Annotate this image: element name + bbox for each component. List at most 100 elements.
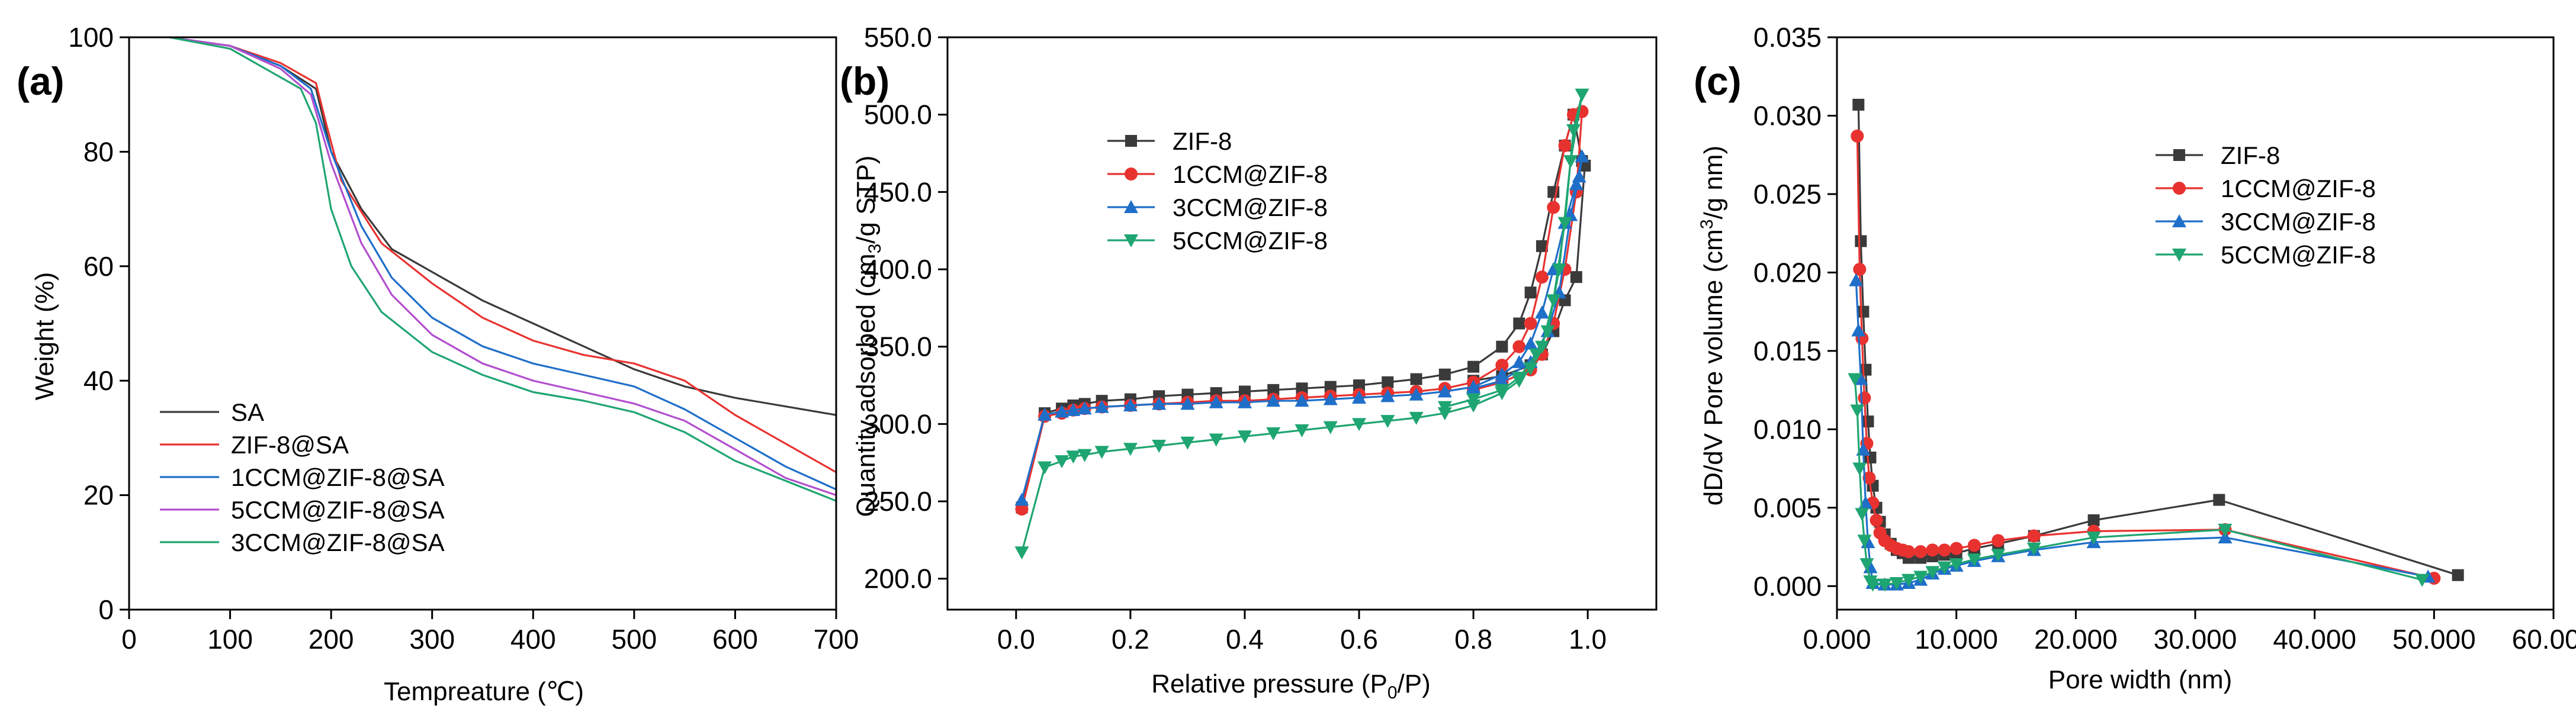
- data-point: [1466, 393, 1481, 407]
- data-point: [1353, 379, 1366, 392]
- y-tick-label: 0.000: [1753, 571, 1822, 601]
- panel-c: (c) Pore width (nm) dD/dV Pore volume (c…: [1694, 22, 2576, 694]
- data-point: [1513, 317, 1525, 330]
- y-tick-label: 0: [98, 594, 114, 625]
- legend-item: 1CCM@ZIF-8: [1107, 160, 1328, 188]
- series-line: [169, 36, 837, 473]
- data-point: [2218, 530, 2233, 544]
- data-point: [1570, 271, 1582, 284]
- x-tick-label: 700: [814, 624, 859, 655]
- data-point: [1535, 270, 1549, 284]
- data-point: [1266, 394, 1281, 407]
- data-point: [1858, 391, 1871, 405]
- panel-a-ylabel: Weight (%): [30, 272, 59, 401]
- data-point: [1848, 373, 1862, 386]
- data-point: [1925, 566, 1940, 579]
- data-point: [2026, 542, 2041, 556]
- data-point: [1534, 305, 1549, 319]
- x-tick-label: 0: [121, 624, 137, 655]
- legend-item: 3CCM@ZIF-8@SA: [160, 529, 445, 556]
- data-point: [1523, 336, 1538, 350]
- legend-label: 5CCM@ZIF-8: [1173, 227, 1328, 255]
- data-point: [1859, 558, 1874, 572]
- y-tick-label: 500.0: [864, 99, 932, 130]
- data-point: [1180, 436, 1195, 450]
- series-3: [1848, 373, 2430, 592]
- legend-label: 5CCM@ZIF-8: [2221, 241, 2376, 269]
- data-point: [1094, 446, 1109, 459]
- x-tick-label: 0.000: [1803, 624, 1871, 655]
- data-point: [1575, 149, 1589, 163]
- data-point: [1209, 433, 1223, 447]
- legend-label: ZIF-8@SA: [231, 431, 349, 459]
- data-point: [1238, 385, 1251, 398]
- data-point: [2452, 569, 2464, 581]
- series-line: [169, 36, 837, 416]
- data-point: [1077, 401, 1092, 415]
- data-point: [1077, 449, 1092, 462]
- data-point: [1094, 400, 1109, 413]
- legend-item: 5CCM@ZIF-8@SA: [160, 496, 445, 524]
- data-point: [2415, 574, 2430, 587]
- data-point: [2027, 529, 2041, 543]
- data-point: [1015, 502, 1029, 516]
- data-point: [1865, 578, 1880, 592]
- series-1: [169, 36, 837, 473]
- x-tick-label: 0.4: [1226, 624, 1264, 655]
- data-point: [1851, 323, 1866, 337]
- x-tick-label: 60.000: [2512, 624, 2576, 655]
- legend-label: 3CCM@ZIF-8: [1173, 194, 1328, 221]
- data-point: [1209, 395, 1223, 408]
- legend-label: 5CCM@ZIF-8@SA: [231, 496, 445, 524]
- series-3: [169, 36, 837, 497]
- data-point: [1237, 430, 1252, 444]
- x-tick-label: 600: [712, 624, 758, 655]
- data-point: [1266, 427, 1281, 441]
- legend-label: 1CCM@ZIF-8: [2221, 175, 2376, 202]
- panel-b: (b) Relative pressure (P0/P) Quantity ad…: [840, 22, 1658, 703]
- data-point: [1926, 543, 1939, 557]
- data-point: [1566, 124, 1581, 137]
- panel-c-label: (c): [1694, 59, 1742, 103]
- panel-a-label: (a): [17, 59, 65, 103]
- y-tick-label: 80: [83, 136, 114, 167]
- legend-marker: [2172, 214, 2186, 227]
- x-tick-label: 30.000: [2154, 624, 2237, 655]
- series-4: [169, 36, 837, 502]
- data-point: [1569, 177, 1583, 191]
- data-point: [1123, 443, 1138, 456]
- data-point: [1855, 235, 1867, 247]
- legend: ZIF-8 1CCM@ZIF-8 3CCM@ZIF-8 5CCM@ZIF-8: [1107, 127, 1328, 255]
- data-point: [2213, 494, 2225, 506]
- data-point: [1437, 384, 1452, 398]
- data-point: [1552, 263, 1566, 277]
- legend-marker: [2173, 182, 2186, 195]
- data-point: [1536, 240, 1548, 252]
- data-point: [1409, 387, 1424, 401]
- data-point: [1546, 294, 1561, 308]
- plot-frame: [946, 36, 1658, 611]
- legend-label: SA: [231, 398, 264, 426]
- data-point: [1849, 273, 1864, 286]
- data-point: [1038, 461, 1052, 475]
- data-point: [1902, 545, 1915, 558]
- data-point: [1380, 389, 1395, 402]
- panel-b-xlabel: Relative pressure (P0/P): [1151, 669, 1431, 703]
- y-tick-label: 100: [68, 22, 114, 53]
- plot-frame: [1836, 36, 2555, 611]
- y-tick-label: 200.0: [864, 563, 932, 594]
- data-point: [2087, 514, 2100, 526]
- data-point: [1529, 348, 1544, 362]
- legend-label: 1CCM@ZIF-8@SA: [231, 463, 445, 491]
- data-point: [1410, 373, 1422, 385]
- panel-b-ylabel: Quantity adsorbed (cm3/g STP): [852, 156, 885, 517]
- series-line: [1020, 155, 1583, 500]
- legend-item: SA: [160, 398, 264, 426]
- data-point: [1323, 421, 1338, 434]
- data-point: [1540, 325, 1555, 339]
- x-tick-label: 50.000: [2392, 624, 2476, 655]
- data-point: [1295, 424, 1309, 437]
- data-point: [1851, 129, 1864, 143]
- y-tick-label: 0.035: [1753, 22, 1822, 53]
- legend-marker: [2173, 149, 2185, 161]
